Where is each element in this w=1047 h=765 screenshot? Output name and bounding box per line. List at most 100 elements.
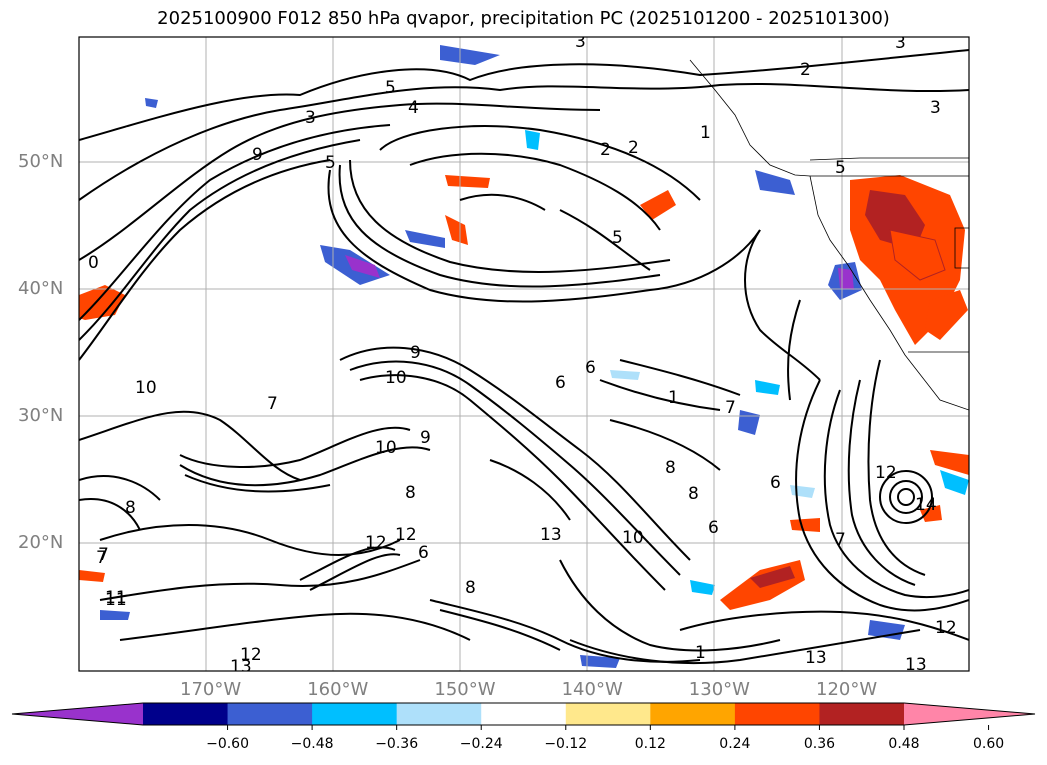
colorbar-segment (481, 703, 567, 725)
precip-blob (690, 580, 715, 595)
contour-label: 12 (240, 645, 262, 665)
coastlines (689, 59, 969, 411)
contour-label: 13 (540, 525, 562, 545)
contour-label: 5 (325, 153, 336, 173)
lon-label: 120°W (816, 679, 878, 700)
contour-label: 10 (622, 528, 644, 548)
contour-label: 8 (125, 498, 136, 518)
contour-label: 2 (628, 138, 639, 158)
contour-label: 3 (575, 32, 586, 52)
contour-label: 1 (668, 388, 679, 408)
contour-label: 12 (875, 463, 897, 483)
precip-blob (889, 229, 946, 281)
contour-label: 5 (835, 158, 846, 178)
precip-blob (755, 170, 795, 195)
precip-blob (640, 190, 676, 220)
contour-label: 4 (408, 98, 419, 118)
contour-label: 9 (410, 343, 421, 363)
contour-label: 7 (835, 530, 846, 550)
precip-blob (930, 450, 969, 475)
contour-label: 7 (98, 545, 109, 565)
colorbar-segment (565, 703, 651, 725)
contour-label: 3 (930, 98, 941, 118)
colorbar-segment (904, 703, 1035, 725)
lon-label: 160°W (307, 679, 369, 700)
precip-blob (525, 130, 540, 150)
contour-label: 5 (612, 228, 623, 248)
precip-blob (145, 98, 158, 108)
contour-label: 8 (405, 483, 416, 503)
precip-blob (100, 610, 130, 620)
contour-label: 7 (267, 394, 278, 414)
colorbar-segment (227, 703, 313, 725)
contour-label: 12 (365, 533, 387, 553)
contour-label: 11 (105, 590, 127, 610)
colorbar-tick-label: −0.36 (375, 736, 419, 752)
contour-label: 13 (805, 648, 827, 668)
lat-label: 40°N (18, 278, 64, 299)
precip-blob (750, 566, 795, 588)
lat-label: 30°N (18, 405, 64, 426)
precip-blob (790, 518, 820, 532)
precip-blob (580, 655, 620, 668)
contour-label: 10 (385, 368, 407, 388)
contour-label: 5 (385, 78, 396, 98)
colorbar-tick-label: 0.60 (972, 736, 1005, 752)
contour-label: 12 (935, 618, 957, 638)
lat-label: 20°N (18, 532, 64, 553)
colorbar (11, 702, 1036, 730)
lon-label: 140°W (561, 679, 623, 700)
colorbar-segment (143, 703, 229, 725)
contour-label: 7 (725, 398, 736, 418)
precip-blob (405, 230, 445, 248)
contour-label: 6 (555, 373, 566, 393)
precip-blob (925, 290, 968, 340)
contour-label: 6 (708, 518, 719, 538)
precip-blob (345, 255, 380, 278)
plot-frame (78, 36, 970, 672)
colorbar-tick-label: −0.60 (206, 736, 249, 752)
contour-label: 9 (420, 428, 431, 448)
contour-label: 11 (105, 588, 127, 608)
contour-label: 14 (915, 495, 937, 515)
qvapor-contours (79, 49, 969, 665)
colorbar-segment (312, 703, 398, 725)
contour-label: 2 (600, 140, 611, 160)
contour-label: 12 (395, 525, 417, 545)
colorbar-tick-label: 0.24 (719, 736, 751, 752)
contour-label: 1 (695, 643, 706, 663)
precip-blob (79, 570, 105, 582)
contour-labels: 3 3 3 3 4 5 5 5 2 2 2 1 1 0 9 10 10 10 9… (88, 32, 957, 671)
precip-blob (445, 215, 468, 245)
contour-label: 10 (375, 438, 397, 458)
colorbar-tick-label: −0.24 (459, 736, 503, 752)
precip-blob (610, 370, 640, 380)
colorbar-segment (12, 703, 143, 725)
colorbar-tick-label: 0.48 (888, 736, 920, 752)
colorbar-tick-label: −0.48 (290, 736, 334, 752)
contour-label: 3 (895, 33, 906, 53)
precip-blob (755, 380, 780, 395)
contour-label: 6 (585, 358, 596, 378)
contour-label: 7 (96, 548, 107, 568)
map-title: 2025100900 F012 850 hPa qvapor, precipit… (157, 8, 890, 29)
precip-blob (445, 175, 490, 188)
colorbar-tick-label: −0.12 (544, 736, 588, 752)
lon-label: 130°W (688, 679, 750, 700)
precip-blob (940, 470, 969, 495)
colorbar-tick-label: 0.36 (803, 736, 836, 752)
contour-label: 10 (135, 378, 157, 398)
lon-label: 170°W (180, 679, 242, 700)
contour-label: 9 (252, 145, 263, 165)
contour-label: 1 (700, 123, 711, 143)
contour-label: 6 (770, 473, 781, 493)
colorbar-segment (819, 703, 905, 725)
precip-blobs (79, 45, 969, 668)
contour-label: 8 (465, 578, 476, 598)
plot-background (79, 37, 969, 671)
colorbar-tick-label: 0.12 (634, 736, 666, 752)
lon-label: 150°W (434, 679, 496, 700)
contour-label: 3 (305, 108, 316, 128)
lat-label: 50°N (18, 151, 64, 172)
